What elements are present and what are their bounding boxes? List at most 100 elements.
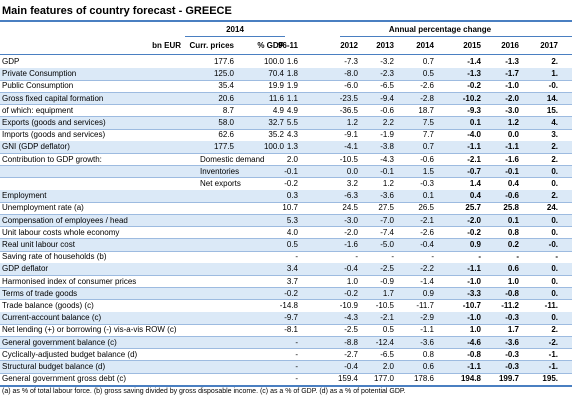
- row-rule: [0, 128, 572, 130]
- row-shade: [0, 214, 572, 227]
- cell: -7.4: [380, 227, 394, 237]
- row-label: General government gross debt (c): [2, 374, 127, 384]
- cell: 3.2: [346, 179, 358, 188]
- row-shade: [0, 239, 572, 251]
- cell: -1.7: [505, 69, 519, 79]
- cell: -6.5: [380, 349, 394, 359]
- row-label: Imports (goods and services): [2, 130, 106, 140]
- title: Main features of country forecast - GREE…: [2, 5, 232, 17]
- cell: -0.9: [380, 276, 394, 286]
- cell: -: [295, 337, 298, 347]
- cell: 1.7: [382, 288, 394, 298]
- cell: -3.6: [380, 191, 394, 201]
- cell: -: [478, 252, 481, 262]
- row-sublabel: Domestic demand: [200, 154, 265, 164]
- row-sublabel: Net exports: [200, 179, 241, 188]
- row-shade: [0, 190, 572, 203]
- cell: 24.: [546, 203, 558, 213]
- row-rule: [0, 372, 572, 374]
- row-rule: [0, 311, 572, 313]
- cell: 19.9: [268, 81, 284, 91]
- cell: -2.9: [420, 313, 434, 323]
- row-label: Public Consumption: [2, 81, 74, 91]
- cell: 11.6: [269, 93, 284, 103]
- cell: -1.6: [344, 240, 358, 249]
- cell: 2.: [551, 325, 558, 335]
- cell: 0.: [551, 288, 558, 298]
- cell: 0.4: [507, 179, 519, 188]
- cell: -9.7: [284, 313, 298, 323]
- cell: 3.4: [286, 264, 298, 274]
- cell: 0.1: [422, 191, 434, 201]
- cell: -3.2: [380, 57, 394, 66]
- cell: -0.2: [284, 179, 298, 188]
- cell: -3.0: [344, 215, 358, 225]
- cell: -8.0: [344, 69, 358, 79]
- cell: -7.3: [344, 57, 358, 66]
- row-label: Net lending (+) or borrowing (-) vis-a-v…: [2, 325, 177, 335]
- cell: -: [555, 252, 558, 262]
- cell: -: [295, 362, 298, 371]
- cell: 4.: [551, 118, 558, 127]
- cell: -0.2: [284, 288, 298, 298]
- cell: 5.5: [286, 118, 298, 127]
- row-shade: [0, 361, 572, 373]
- cell: -0.8: [505, 288, 519, 298]
- row-label: Trade balance (goods) (c): [2, 301, 94, 310]
- cell: 0.4: [469, 191, 481, 201]
- cell: -: [516, 252, 519, 262]
- cell: 7.5: [422, 118, 434, 127]
- cell: -0.2: [344, 288, 358, 298]
- cell: 177.5: [213, 142, 234, 152]
- cell: -1.4: [467, 57, 481, 66]
- cell: 195.: [542, 374, 558, 384]
- cell: 58.0: [218, 118, 234, 127]
- cell: 4.0: [286, 227, 298, 237]
- cell: 199.7: [498, 374, 519, 384]
- cell: 15.: [546, 105, 558, 115]
- cell: 4.9: [286, 105, 298, 115]
- row-label: General government balance (c): [2, 337, 117, 347]
- cell: 0.7: [422, 142, 434, 152]
- cell: -9.4: [380, 93, 394, 103]
- cell: -3.3: [467, 288, 481, 298]
- cell: -1.0: [467, 276, 481, 286]
- cell: 35.4: [218, 81, 234, 91]
- row-rule: [0, 201, 572, 203]
- cell: 125.0: [213, 69, 234, 79]
- cell: -9.1: [344, 130, 358, 140]
- cell: 0.0: [507, 130, 519, 140]
- cell: -2.1: [467, 154, 481, 164]
- cell: 0.5: [422, 69, 434, 79]
- cell: 2.0: [286, 154, 298, 164]
- cell: 25.8: [503, 203, 519, 213]
- cell: -4.0: [467, 130, 481, 140]
- table-bottom-rule: [0, 385, 572, 388]
- cell: -0.6: [380, 105, 394, 115]
- cell: -0.1: [284, 166, 298, 176]
- cell: 0.8: [422, 349, 434, 359]
- cell: 27.5: [378, 203, 394, 213]
- row-rule: [0, 177, 572, 179]
- cell: -: [295, 349, 298, 359]
- cell: 0.2: [507, 240, 519, 249]
- cell: 1.6: [286, 57, 298, 66]
- row-label: GDP: [2, 57, 20, 66]
- cell: -2.6: [420, 81, 434, 91]
- cell: 1.0: [469, 325, 481, 335]
- row-rule: [0, 323, 572, 325]
- row-rule: [0, 360, 572, 362]
- cell: 2.0: [382, 362, 394, 371]
- row-label: Exports (goods and services): [2, 118, 106, 127]
- cell: -2.5: [344, 325, 358, 335]
- column-header: 2014: [416, 41, 434, 50]
- cell: 0.9: [422, 288, 434, 298]
- row-rule: [0, 140, 572, 142]
- cell: 18.7: [418, 105, 434, 115]
- group-change: Annual percentage change: [388, 25, 492, 34]
- row-label: GDP deflator: [2, 264, 49, 274]
- row-rule: [0, 238, 572, 240]
- cell: 5.3: [286, 215, 298, 225]
- cell: -6.3: [344, 191, 358, 201]
- cell: -36.5: [339, 105, 358, 115]
